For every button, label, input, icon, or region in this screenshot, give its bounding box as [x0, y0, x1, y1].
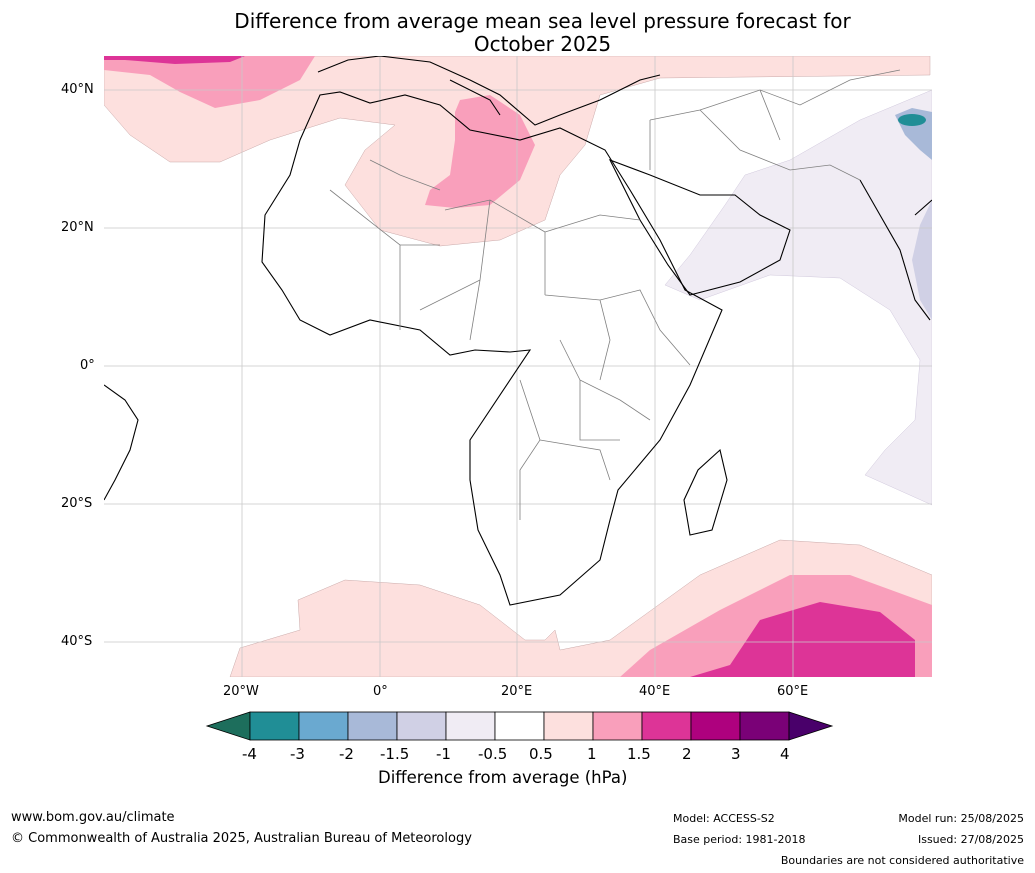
title-line-2: October 2025 [473, 32, 612, 56]
colorbar-tick: 2 [682, 745, 692, 763]
lon-tick-20w: 20°W [223, 684, 259, 699]
africa-coastline [261, 91, 723, 606]
anomaly-contour-1.5-north [104, 56, 245, 64]
lon-tick-20e: 20°E [501, 684, 533, 699]
lon-tick-0: 0° [373, 684, 388, 699]
footer-model: Model: ACCESS-S2 [673, 812, 775, 825]
colorbar [205, 711, 834, 741]
colorbar-swatch [445, 711, 496, 741]
gridlines [104, 56, 932, 677]
footer-issued: Issued: 27/08/2025 [917, 833, 1024, 846]
europe-coastline [317, 56, 661, 126]
south-america-coastline [104, 384, 139, 501]
colorbar-extend-min [205, 711, 251, 741]
colorbar-title: Difference from average (hPa) [378, 768, 628, 787]
colorbar-tick: -1 [436, 745, 451, 763]
colorbar-swatch [641, 711, 692, 741]
colorbar-tick: 1 [587, 745, 597, 763]
coastlines [104, 56, 932, 606]
colorbar-tick: 3 [731, 745, 741, 763]
colorbar-swatch [543, 711, 594, 741]
anomaly-contour-neg1-india [912, 200, 932, 320]
colorbar-swatch [396, 711, 447, 741]
footer-copyright: © Commonwealth of Australia 2025, Austra… [11, 831, 472, 846]
colorbar-tick: -1.5 [380, 745, 410, 763]
colorbar-swatch [690, 711, 741, 741]
colorbar-swatch [592, 711, 643, 741]
lon-tick-40e: 40°E [639, 684, 671, 699]
map-area [104, 56, 932, 677]
colorbar-tick: 1.5 [627, 745, 651, 763]
country-borders [329, 69, 901, 520]
lon-tick-60e: 60°E [777, 684, 809, 699]
title-line-1: Difference from average mean sea level p… [234, 9, 851, 33]
colorbar-swatch [739, 711, 790, 741]
footer-base-period: Base period: 1981-2018 [673, 833, 806, 846]
colorbar-swatch [298, 711, 349, 741]
colorbar-tick: -2 [339, 745, 354, 763]
arabia-coastline [608, 158, 791, 296]
madagascar-coastline [683, 448, 728, 536]
anomaly-contour-1-north [104, 56, 315, 108]
chart-title: Difference from average mean sea level p… [150, 10, 935, 56]
lat-tick-40n: 40°N [61, 82, 94, 97]
footer-disclaimer: Boundaries are not considered authoritat… [780, 854, 1024, 867]
lat-tick-40s: 40°S [61, 634, 93, 649]
anomaly-contour-neg0.5-east [664, 89, 932, 506]
colorbar-tick: -0.5 [478, 745, 508, 763]
lat-tick-20n: 20°N [61, 220, 94, 235]
footer-site-link[interactable]: www.bom.gov.au/climate [11, 810, 175, 825]
colorbar-swatch [347, 711, 398, 741]
anomaly-contour-neg3-himalaya [898, 114, 926, 126]
colorbar-swatch [494, 711, 545, 741]
anomaly-contour-1-sahara [425, 95, 535, 208]
india-coastline [859, 179, 932, 321]
colorbar-tick: 4 [780, 745, 790, 763]
lat-tick-0: 0° [80, 358, 95, 373]
anomaly-contour-1.5-south [690, 602, 915, 677]
colorbar-tick: -3 [290, 745, 305, 763]
colorbar-extend-max [788, 711, 834, 741]
colorbar-tick: -4 [242, 745, 257, 763]
colorbar-swatch [249, 711, 300, 741]
colorbar-tick: 0.5 [529, 745, 553, 763]
lat-tick-20s: 20°S [61, 496, 93, 511]
footer-model-run: Model run: 25/08/2025 [898, 812, 1024, 825]
